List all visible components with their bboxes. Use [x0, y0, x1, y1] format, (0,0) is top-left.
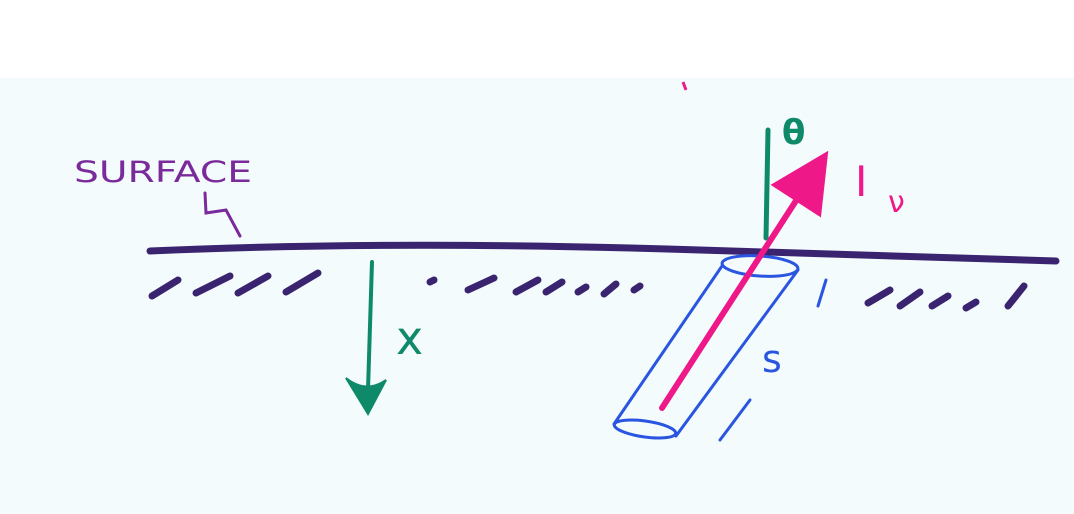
surface-normal-line — [763, 127, 771, 241]
pink-tick-mark — [681, 81, 688, 91]
path-length-ticks — [718, 278, 828, 442]
surface-hatching — [148, 269, 1028, 312]
paper-background — [0, 78, 1074, 514]
intensity-label: I — [855, 157, 867, 206]
angle-label: θ — [782, 113, 805, 153]
depth-label: x — [396, 311, 423, 365]
path-length-label: s — [762, 337, 782, 381]
intensity-subscript: ν — [888, 185, 905, 220]
depth-arrow — [345, 260, 387, 417]
intensity-arrowhead — [796, 156, 826, 190]
surface-label: SURFACE — [74, 155, 252, 189]
intensity-arrow — [659, 150, 829, 411]
path-cylinder — [612, 254, 800, 440]
surface-line — [146, 241, 1060, 265]
surface-pointer — [203, 191, 242, 238]
